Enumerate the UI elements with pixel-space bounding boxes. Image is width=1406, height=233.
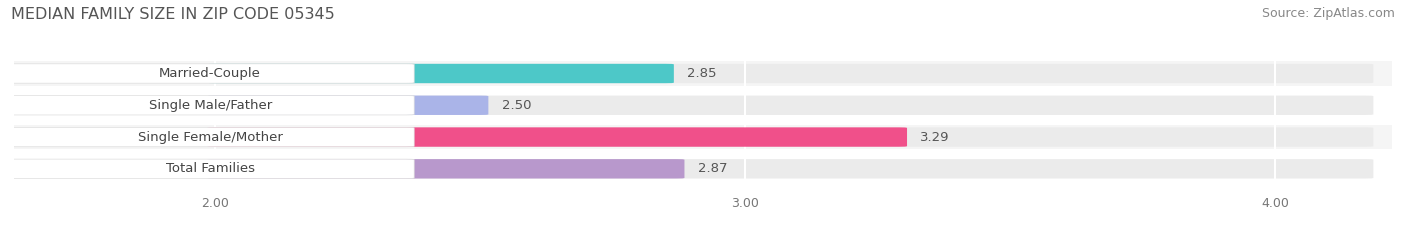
Text: 3.29: 3.29 [921,130,950,144]
FancyBboxPatch shape [6,96,415,115]
Text: Source: ZipAtlas.com: Source: ZipAtlas.com [1261,7,1395,20]
Text: MEDIAN FAMILY SIZE IN ZIP CODE 05345: MEDIAN FAMILY SIZE IN ZIP CODE 05345 [11,7,335,22]
Text: 2.85: 2.85 [688,67,717,80]
FancyBboxPatch shape [208,64,1374,83]
FancyBboxPatch shape [208,96,1374,115]
FancyBboxPatch shape [208,127,1374,147]
FancyBboxPatch shape [6,127,415,147]
Text: 2.87: 2.87 [697,162,727,175]
FancyBboxPatch shape [14,125,1392,149]
FancyBboxPatch shape [208,127,907,147]
FancyBboxPatch shape [208,159,685,178]
FancyBboxPatch shape [14,61,1392,86]
Text: Single Female/Mother: Single Female/Mother [138,130,283,144]
FancyBboxPatch shape [6,64,415,83]
FancyBboxPatch shape [208,96,488,115]
FancyBboxPatch shape [6,159,415,178]
FancyBboxPatch shape [208,159,1374,178]
Text: Total Families: Total Families [166,162,254,175]
FancyBboxPatch shape [14,156,1392,181]
Text: Single Male/Father: Single Male/Father [149,99,271,112]
Text: 2.50: 2.50 [502,99,531,112]
FancyBboxPatch shape [208,64,673,83]
FancyBboxPatch shape [14,93,1392,118]
Text: Married-Couple: Married-Couple [159,67,262,80]
